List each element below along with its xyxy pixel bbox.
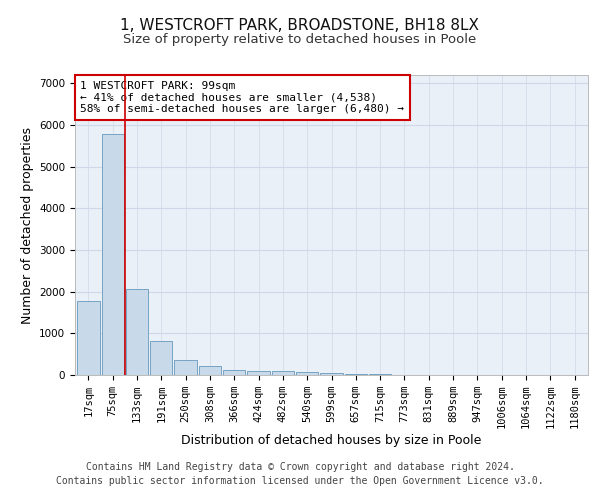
Bar xyxy=(77,301,100,375)
Text: Contains public sector information licensed under the Open Government Licence v3: Contains public sector information licen… xyxy=(56,476,544,486)
Bar xyxy=(369,374,391,375)
Text: 1, WESTCROFT PARK, BROADSTONE, BH18 8LX: 1, WESTCROFT PARK, BROADSTONE, BH18 8LX xyxy=(121,18,479,32)
Bar xyxy=(223,370,245,375)
Bar xyxy=(344,374,367,375)
Bar xyxy=(199,366,221,375)
Text: Contains HM Land Registry data © Crown copyright and database right 2024.: Contains HM Land Registry data © Crown c… xyxy=(86,462,514,472)
Text: Size of property relative to detached houses in Poole: Size of property relative to detached ho… xyxy=(124,32,476,46)
X-axis label: Distribution of detached houses by size in Poole: Distribution of detached houses by size … xyxy=(181,434,482,447)
Bar xyxy=(247,371,270,375)
Bar xyxy=(296,372,319,375)
Bar xyxy=(175,360,197,375)
Bar xyxy=(320,372,343,375)
Y-axis label: Number of detached properties: Number of detached properties xyxy=(20,126,34,324)
Text: 1 WESTCROFT PARK: 99sqm
← 41% of detached houses are smaller (4,538)
58% of semi: 1 WESTCROFT PARK: 99sqm ← 41% of detache… xyxy=(80,81,404,114)
Bar xyxy=(126,289,148,375)
Bar xyxy=(150,341,172,375)
Bar xyxy=(101,134,124,375)
Bar xyxy=(272,371,294,375)
